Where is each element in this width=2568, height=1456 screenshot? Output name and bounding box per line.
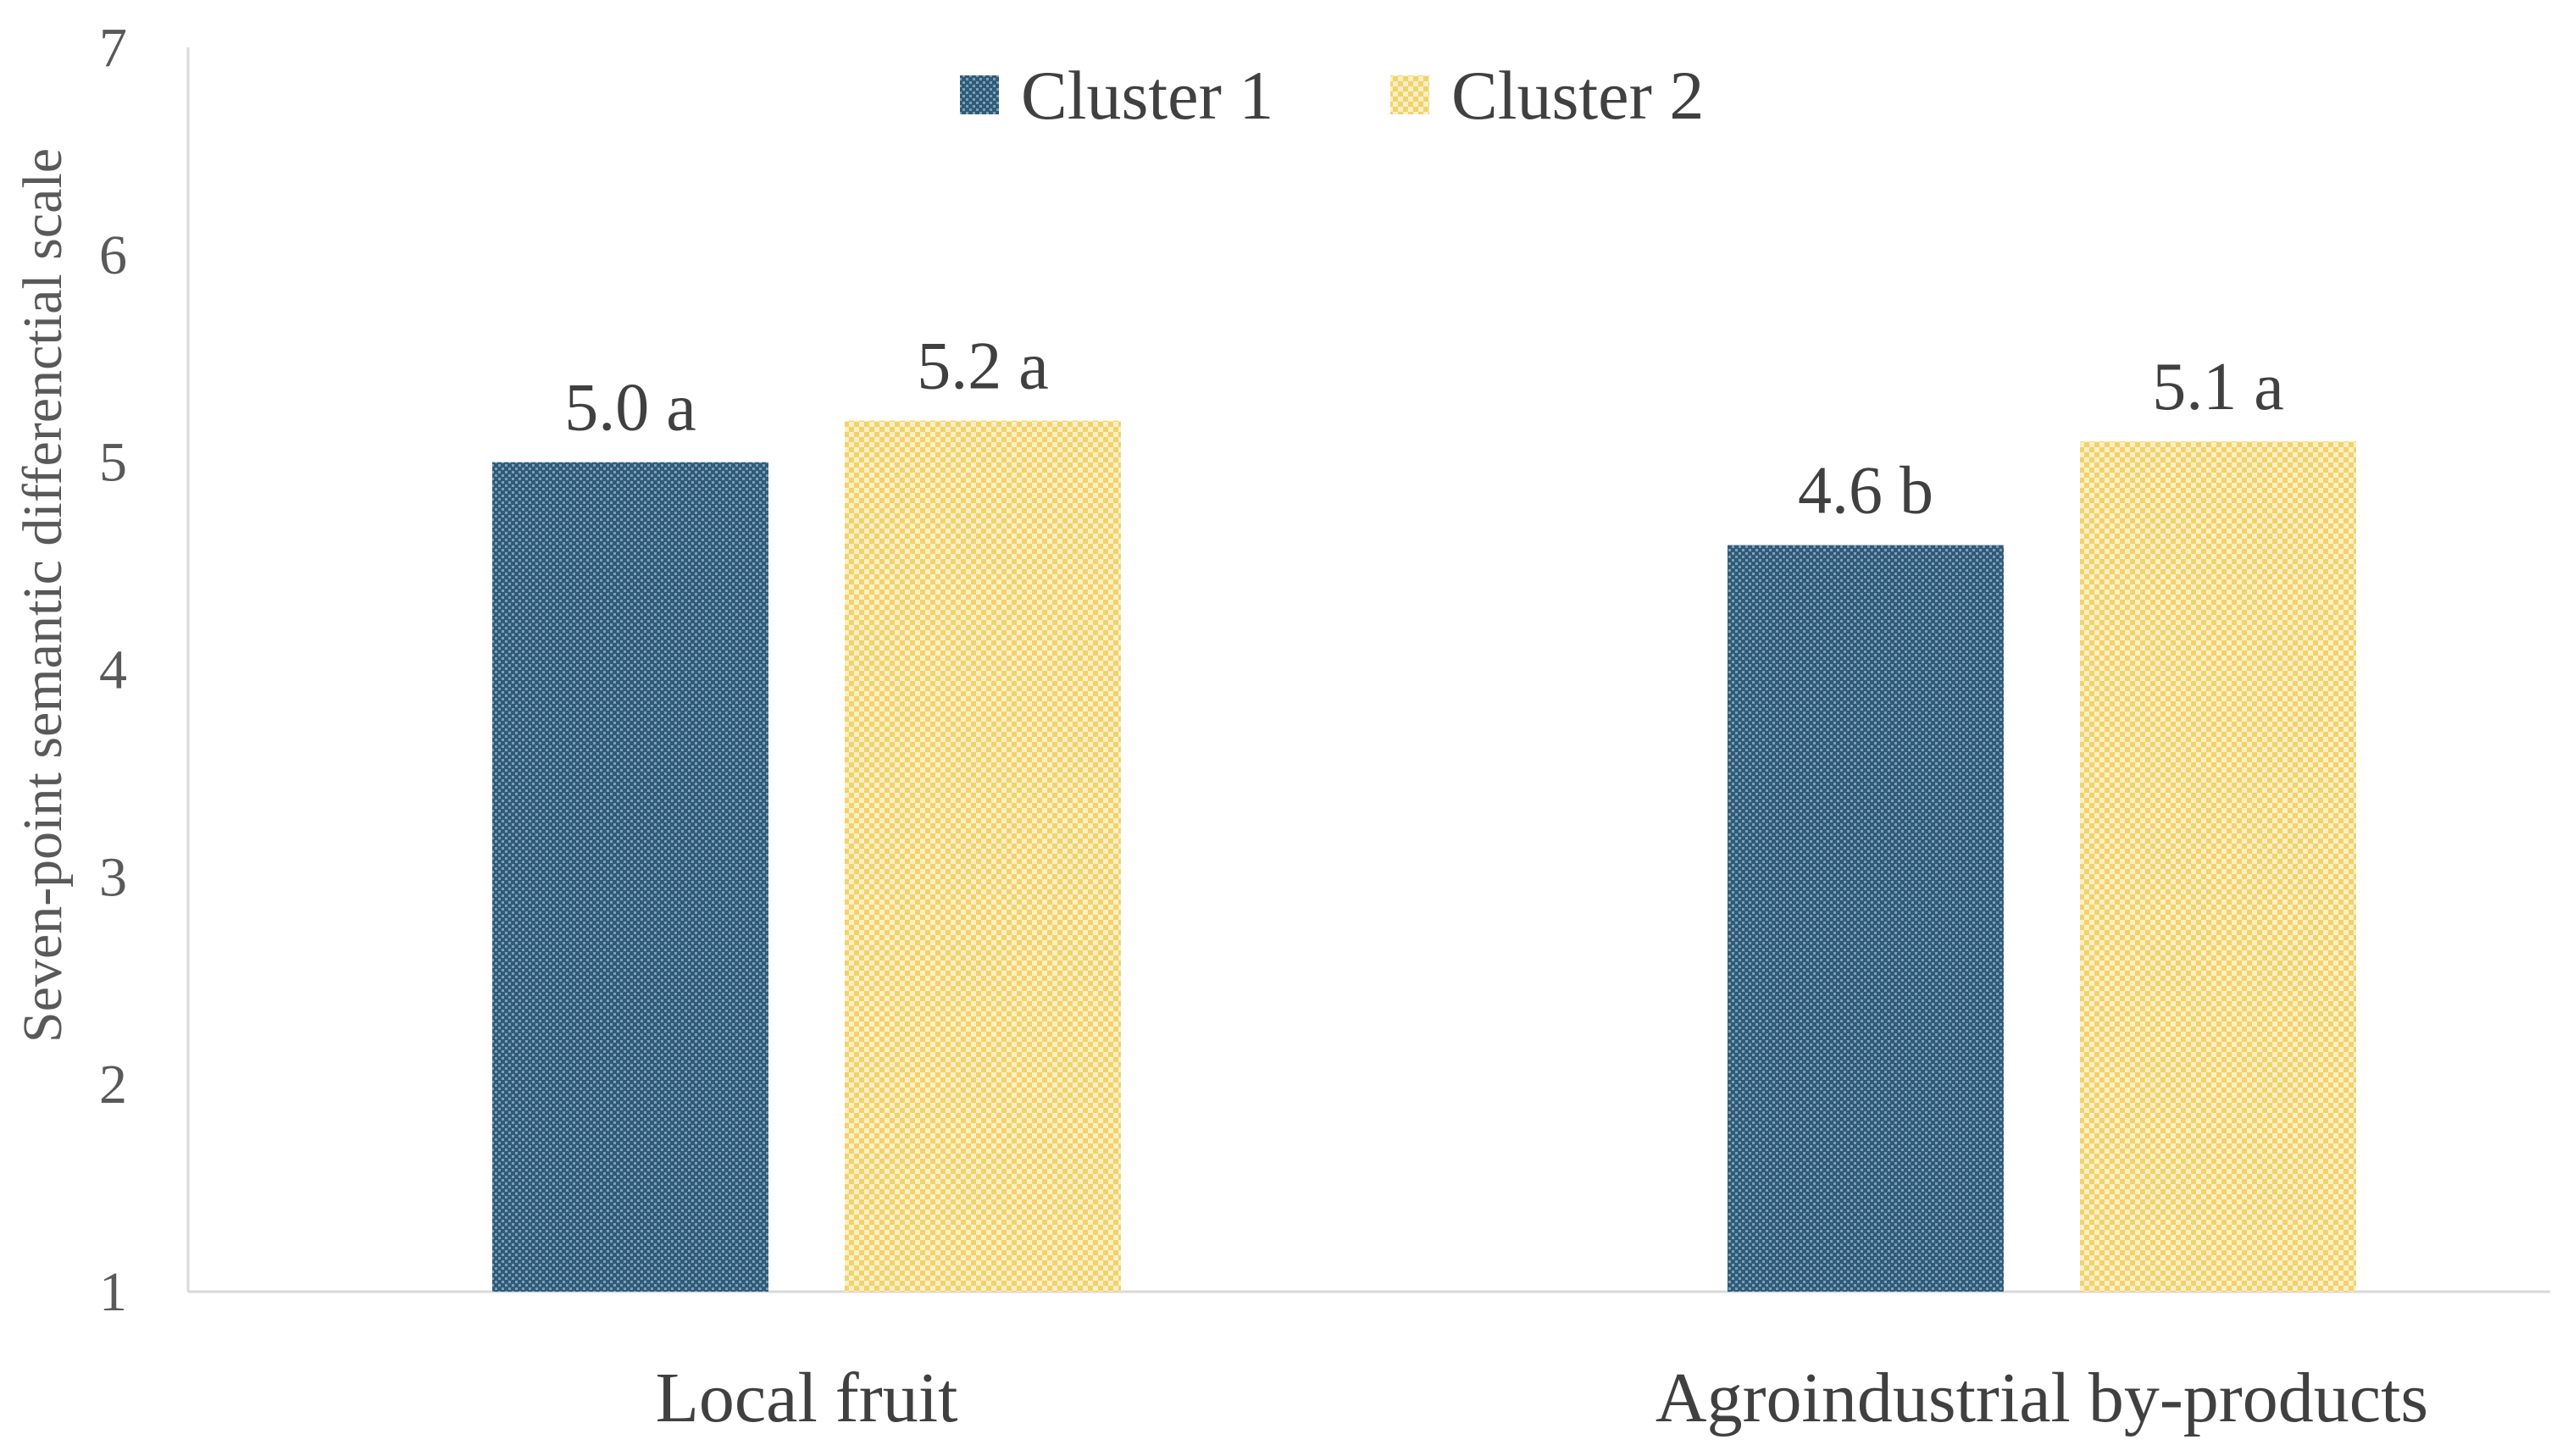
- y-tick-label: 6: [99, 224, 127, 286]
- bar-cluster-2-local-fruit: [845, 420, 1121, 1293]
- bars: [492, 420, 2356, 1293]
- y-axis-ticks: 1 2 3 4 5 6 7: [99, 17, 127, 1323]
- legend-label-cluster-2: Cluster 2: [1451, 57, 1704, 134]
- data-label: 5.2 a: [917, 329, 1049, 404]
- y-tick-label: 2: [99, 1054, 127, 1116]
- data-label: 5.0 a: [564, 371, 696, 446]
- y-tick-label: 7: [99, 17, 127, 79]
- legend-label-cluster-1: Cluster 1: [1021, 57, 1273, 134]
- data-label: 5.1 a: [2152, 350, 2284, 424]
- legend-swatch-cluster-2: [1390, 75, 1429, 114]
- legend: Cluster 1 Cluster 2: [960, 57, 1704, 134]
- data-labels: 5.0 a 5.2 a 4.6 b 5.1 a: [564, 329, 2284, 529]
- bar-cluster-2-agroindustrial-by-products: [2080, 441, 2356, 1292]
- data-label: 4.6 b: [1798, 454, 1933, 529]
- legend-swatch-cluster-1: [960, 75, 999, 114]
- bar-cluster-1-local-fruit: [492, 462, 768, 1292]
- y-tick-label: 4: [99, 639, 127, 701]
- y-tick-label: 1: [99, 1261, 127, 1323]
- y-tick-label: 3: [99, 846, 127, 908]
- category-label: Agroindustrial by-products: [1656, 1359, 2428, 1437]
- category-labels: Local fruit Agroindustrial by-products: [656, 1359, 2429, 1437]
- category-label: Local fruit: [656, 1359, 958, 1437]
- y-tick-label: 5: [99, 432, 127, 494]
- bar-cluster-1-agroindustrial-by-products: [1728, 545, 2004, 1292]
- y-axis-title: Seven-point semantic differenctial scale: [12, 148, 74, 1043]
